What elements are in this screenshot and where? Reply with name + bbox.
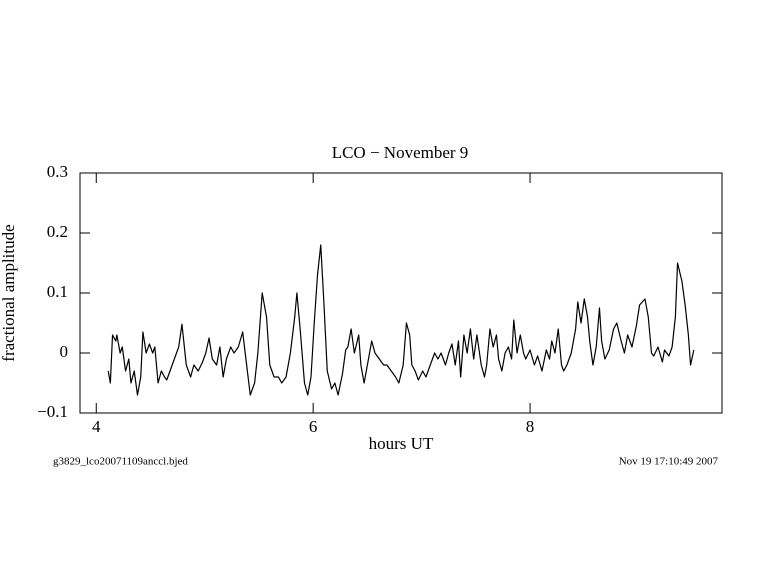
file-annotation: g3829_lco20071109anccl.bjed — [53, 456, 188, 468]
x-axis-label: hours UT — [369, 434, 434, 453]
x-tick-label: 6 — [309, 417, 318, 436]
y-tick-label: 0 — [60, 342, 69, 361]
date-annotation: Nov 19 17:10:49 2007 — [619, 456, 719, 468]
x-tick-label: 8 — [526, 417, 535, 436]
chart-title: LCO − November 9 — [332, 143, 469, 162]
x-tick-label: 4 — [92, 417, 101, 436]
y-tick-label: 0.1 — [47, 282, 68, 301]
plot-frame — [79, 172, 723, 414]
y-tick-label: 0.3 — [47, 162, 68, 181]
y-tick-label: −0.1 — [37, 402, 68, 421]
data-line — [107, 244, 695, 396]
y-tick-label: 0.2 — [47, 222, 68, 241]
y-axis-label: fractional amplitude — [0, 224, 18, 361]
